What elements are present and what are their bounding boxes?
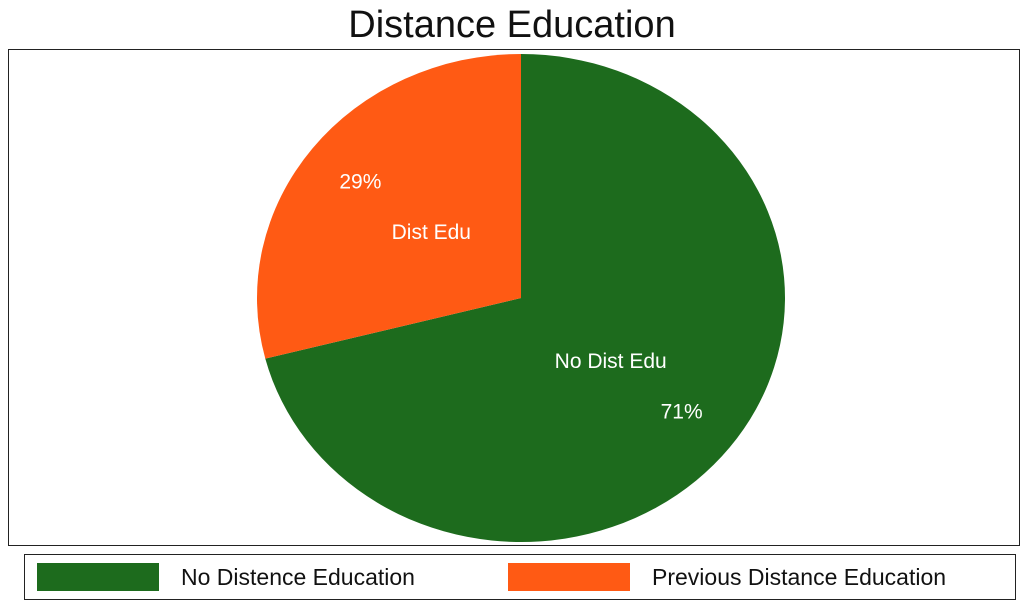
legend-label-previous-distance-education: Previous Distance Education <box>652 563 947 590</box>
legend-swatch-previous-distance-education <box>508 563 630 591</box>
chart-title: Distance Education <box>348 4 676 46</box>
pie-slice-dist-edu <box>257 54 521 359</box>
legend-item-no-distance-education: No Distence Education <box>37 555 415 599</box>
pie-percent-no-dist-edu: 71% <box>661 401 703 424</box>
plot-area: No Dist Edu 71% Dist Edu 29% <box>8 49 1020 546</box>
legend-label-no-distance-education: No Distence Education <box>181 563 415 590</box>
legend-swatch-no-distance-education <box>37 563 159 591</box>
pie-label-dist-edu: Dist Edu <box>392 221 471 244</box>
legend-item-previous-distance-education: Previous Distance Education <box>508 555 946 599</box>
pie-slice-no-dist-edu <box>265 54 786 542</box>
pie-chart: No Dist Edu 71% Dist Edu 29% <box>257 54 786 542</box>
pie-percent-dist-edu: 29% <box>339 170 381 193</box>
legend: No Distence Education Previous Distance … <box>24 554 1016 600</box>
pie-label-no-dist-edu: No Dist Edu <box>555 350 667 373</box>
